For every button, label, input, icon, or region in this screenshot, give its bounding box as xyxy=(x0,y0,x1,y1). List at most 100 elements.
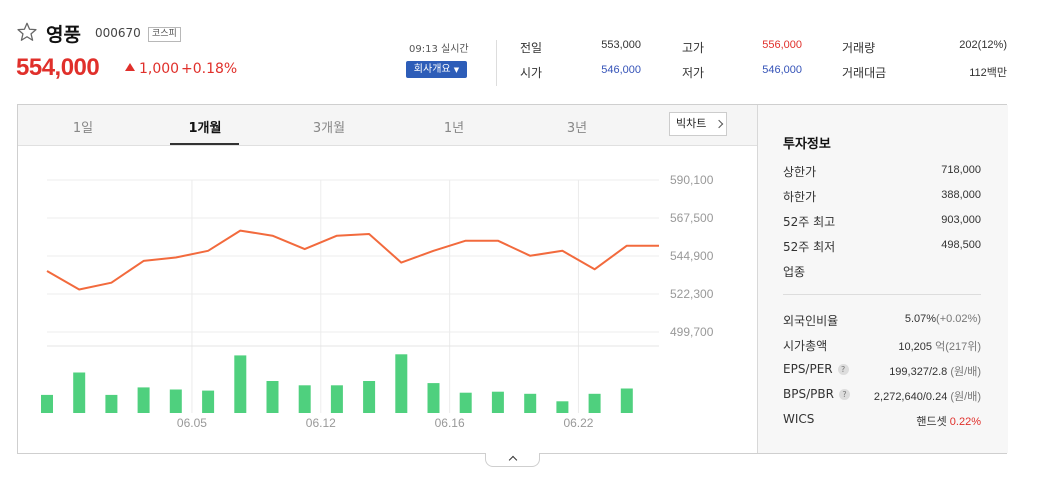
volume-bar xyxy=(459,392,472,413)
y-axis-label: 522,300 xyxy=(670,287,714,301)
bps-pbr-unit: (원/배) xyxy=(950,391,981,403)
eps-per: 199,327/2.8 xyxy=(889,366,948,378)
bps-pbr-label-text: BPS/PBR xyxy=(783,387,834,401)
foreign-ratio-label: 외국인비율 xyxy=(783,314,839,328)
low-52w-value: 498,500 xyxy=(941,239,981,251)
chevron-right-icon xyxy=(714,119,724,129)
active-tab-indicator xyxy=(170,143,239,145)
bps-pbr-value: 2,272,640/0.24 (원/배) xyxy=(874,388,981,404)
star-icon[interactable] xyxy=(16,21,38,43)
eps-per-unit: (원/배) xyxy=(950,366,981,378)
y-axis-label: 590,100 xyxy=(670,173,714,187)
price-line xyxy=(46,229,659,291)
wics-change: 0.22% xyxy=(949,416,981,428)
prev-close-label: 전일 xyxy=(520,41,543,55)
stock-name: 영풍 xyxy=(46,24,81,46)
volume-bar xyxy=(73,372,86,413)
open-label: 시가 xyxy=(520,66,543,80)
volume-bar xyxy=(620,388,633,413)
prev-close-value: 553,000 xyxy=(601,39,641,51)
tab-1-day[interactable]: 1일 xyxy=(72,121,94,136)
help-icon[interactable]: ? xyxy=(837,364,849,375)
x-axis-label: 06.05 xyxy=(177,416,207,430)
volume-bar xyxy=(266,381,279,413)
tab-3-month[interactable]: 3개월 xyxy=(312,121,346,136)
foreign-ratio-change: (+0.02%) xyxy=(936,313,981,325)
company-overview-label: 회사개요 xyxy=(413,64,451,75)
chart-panel: 1일 1개월 3개월 1년 3년 빅차트 590,100 567,500 544,9… xyxy=(17,104,1008,454)
info-separator xyxy=(783,294,981,295)
low-label: 저가 xyxy=(682,66,705,80)
bps-pbr: 2,272,640/0.24 xyxy=(873,391,948,403)
foreign-ratio: 5.07% xyxy=(904,313,937,325)
volume-bar xyxy=(169,389,182,413)
market-cap-label: 시가총액 xyxy=(783,339,828,353)
upper-limit-label: 상한가 xyxy=(783,165,817,179)
volume-label: 거래량 xyxy=(842,41,876,55)
wics-sector: 핸드셋 xyxy=(916,416,947,428)
price-change: 1,000 xyxy=(139,61,180,77)
volume-bar xyxy=(556,401,569,413)
wics-value[interactable]: 핸드셋 0.22% xyxy=(916,413,981,429)
x-axis-label: 06.16 xyxy=(435,416,465,430)
big-chart-button[interactable]: 빅차트 xyxy=(669,112,727,136)
y-axis-label: 544,900 xyxy=(670,249,714,263)
x-axis-label: 06.12 xyxy=(306,416,336,430)
collapse-button[interactable] xyxy=(485,453,540,467)
lower-limit-value: 388,000 xyxy=(941,189,981,201)
price-volume-chart: 590,100 567,500 544,900 522,300 499,700 06.05… xyxy=(41,173,714,430)
open-value: 546,000 xyxy=(601,64,641,76)
y-axis-label: 567,500 xyxy=(670,211,714,225)
help-icon[interactable]: ? xyxy=(838,389,850,400)
low-52w-label: 52주 최저 xyxy=(783,240,836,254)
high-52w-label: 52주 최고 xyxy=(783,215,836,229)
upper-limit-value: 718,000 xyxy=(941,164,981,176)
realtime-timestamp: 09:13 실시간 xyxy=(409,44,469,55)
market-badge: 코스피 xyxy=(148,27,181,42)
volume-bar xyxy=(41,394,53,413)
eps-per-label-text: EPS/PER xyxy=(783,362,833,376)
big-chart-label: 빅차트 xyxy=(676,117,707,130)
up-arrow-icon xyxy=(125,63,135,71)
market-cap-value: 10,205 억(217위) xyxy=(898,338,981,354)
tab-1-month[interactable]: 1개월 xyxy=(188,121,222,136)
eps-per-value: 199,327/2.8 (원/배) xyxy=(889,363,981,379)
volume-bar xyxy=(491,391,504,413)
trade-amount-label: 거래대금 xyxy=(842,66,887,80)
foreign-ratio-value: 5.07%(+0.02%) xyxy=(905,313,981,325)
header-divider xyxy=(496,40,497,86)
panel-divider xyxy=(757,105,758,453)
trade-amount-value: 112백만 xyxy=(969,67,1007,79)
price-change-percent: +0.18% xyxy=(181,61,238,77)
y-axis-label: 499,700 xyxy=(670,325,714,339)
high-52w-value: 903,000 xyxy=(941,214,981,226)
volume-bar xyxy=(363,381,376,413)
company-overview-button[interactable]: 회사개요 ▼ xyxy=(406,61,467,78)
eps-per-label: EPS/PER? xyxy=(783,362,849,376)
x-axis-label: 06.22 xyxy=(563,416,593,430)
tab-3-year[interactable]: 3년 xyxy=(566,121,588,136)
tab-1-year[interactable]: 1년 xyxy=(443,121,465,136)
stock-chart: 590,100 567,500 544,900 522,300 499,700 06.05… xyxy=(18,147,757,453)
high-value: 556,000 xyxy=(762,39,802,51)
volume-bar xyxy=(427,383,440,413)
volume-bar xyxy=(330,385,343,413)
volume-bar xyxy=(524,393,537,413)
volume-value: 202(12%) xyxy=(959,39,1007,51)
investment-info-title: 투자정보 xyxy=(783,137,831,152)
bps-pbr-label: BPS/PBR? xyxy=(783,387,850,401)
investment-info-panel: 투자정보 상한가 718,000 하한가 388,000 52주 최고 903,… xyxy=(758,105,1008,453)
volume-bar xyxy=(588,393,601,413)
volume-bar xyxy=(137,387,150,413)
high-label: 고가 xyxy=(682,41,705,55)
market-cap: 10,205 xyxy=(898,341,933,353)
sector-label: 업종 xyxy=(783,265,806,279)
volume-bar xyxy=(298,385,311,413)
volume-bar xyxy=(105,394,118,413)
chevron-up-icon xyxy=(508,455,518,465)
volume-bar xyxy=(395,354,408,413)
market-cap-unit: 억(217위) xyxy=(935,341,981,353)
low-value: 546,000 xyxy=(762,64,802,76)
wics-label: WICS xyxy=(783,412,815,426)
current-price: 554,000 xyxy=(16,54,100,81)
